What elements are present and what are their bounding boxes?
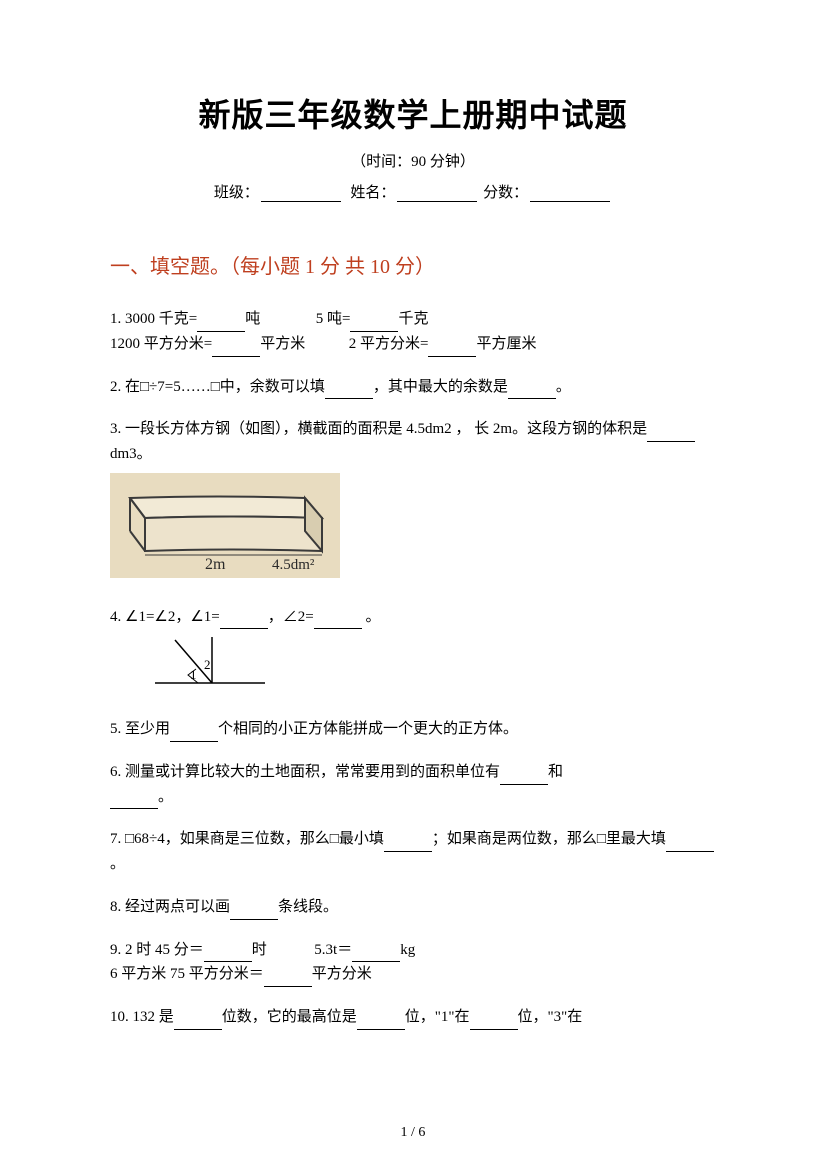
q8a: 8. 经过两点可以画 (110, 899, 230, 915)
section-1-heading: 一、填空题。（每小题 1 分 共 10 分） (110, 250, 716, 279)
q1-l1d: 千克 (398, 311, 428, 327)
q8b: 条线段。 (278, 899, 338, 915)
q6c: 。 (158, 789, 173, 805)
q1-blank3[interactable] (212, 343, 260, 357)
name-label: 姓名： (350, 185, 395, 201)
question-1: 1. 3000 千克= 吨 5 吨= 千克 1200 平方分米= 平方米 2 平方分米… (110, 307, 716, 357)
question-6: 6. 测量或计算比较大的土地面积，常常要用到的面积单位有 和。 (110, 760, 716, 810)
q10d: 位，"3"在 (518, 1009, 583, 1025)
q9-blank3[interactable] (264, 973, 312, 987)
q9-l1a: 9. 2 时 45 分＝ (110, 942, 204, 958)
q3b: dm3。 (110, 446, 152, 462)
q2b: ，其中最大的余数是 (373, 379, 508, 395)
q6-blank1[interactable] (500, 771, 548, 785)
q4b: ，∠2= (268, 609, 314, 625)
q1-l1a: 1. 3000 千克= (110, 311, 197, 327)
q9-blank2[interactable] (352, 948, 400, 962)
q10a: 10. 132 是 (110, 1009, 174, 1025)
q1-l2c: 2 平方分米= (349, 336, 429, 352)
cuboid-figure: 2m 4.5dm² (110, 473, 716, 587)
page-number: 1 / 6 (0, 1125, 826, 1141)
score-blank[interactable] (530, 188, 610, 202)
cuboid-area-label: 4.5dm² (272, 557, 315, 573)
q7a: 7. □68÷4，如果商是三位数，那么□最小填 (110, 831, 384, 847)
q10-blank2[interactable] (357, 1016, 405, 1030)
q4a: 4. ∠1=∠2，∠1= (110, 609, 220, 625)
q9-l1d: kg (400, 942, 415, 958)
cuboid-length-label: 2m (205, 556, 226, 573)
q6b: 和 (548, 764, 563, 780)
q7-blank1[interactable] (384, 838, 432, 852)
q8-blank1[interactable] (230, 906, 278, 920)
q9-l2a: 6 平方米 75 平方分米＝ (110, 966, 264, 982)
question-5: 5. 至少用 个相同的小正方体能拼成一个更大的正方体。 (110, 717, 716, 742)
q9-blank1[interactable] (204, 948, 252, 962)
q7-blank2[interactable] (666, 838, 714, 852)
q5-blank1[interactable] (170, 728, 218, 742)
question-7: 7. □68÷4，如果商是三位数，那么□最小填 ；如果商是两位数，那么□里最大填。 (110, 827, 716, 877)
question-8: 8. 经过两点可以画 条线段。 (110, 895, 716, 920)
q5b: 个相同的小正方体能拼成一个更大的正方体。 (218, 721, 518, 737)
q1-blank4[interactable] (428, 343, 476, 357)
q2-blank1[interactable] (325, 385, 373, 399)
q2a: 2. 在□÷7=5……□中，余数可以填 (110, 379, 325, 395)
q1-l2b: 平方米 (260, 336, 305, 352)
question-10: 10. 132 是 位数，它的最高位是 位，"1"在 位，"3"在 (110, 1005, 716, 1030)
q4c: 。 (362, 609, 381, 625)
class-label: 班级： (214, 185, 259, 201)
question-4: 4. ∠1=∠2，∠1= ，∠2= 。 1 2 (110, 605, 716, 700)
q1-blank1[interactable] (197, 318, 245, 332)
question-2: 2. 在□÷7=5……□中，余数可以填 ，其中最大的余数是 。 (110, 375, 716, 400)
q2-blank2[interactable] (508, 385, 556, 399)
q9-l1c: 5.3t＝ (314, 942, 352, 958)
q4-blank2[interactable] (314, 615, 362, 629)
score-label: 分数： (483, 185, 528, 201)
q1-l1b: 吨 (245, 311, 260, 327)
q3-blank1[interactable] (647, 428, 695, 442)
svg-text:2: 2 (204, 657, 211, 672)
q2c: 。 (556, 379, 571, 395)
page-title: 新版三年级数学上册期中试题 (110, 90, 716, 136)
q1-l2d: 平方厘米 (476, 336, 536, 352)
student-info-line: 班级： 姓名： 分数： (110, 181, 716, 202)
q7c: 。 (110, 856, 125, 872)
q9-l1b: 时 (252, 942, 267, 958)
time-subtitle: （时间：90 分钟） (110, 150, 716, 171)
q1-l2a: 1200 平方分米= (110, 336, 212, 352)
q1-blank2[interactable] (350, 318, 398, 332)
q9-l2b: 平方分米 (312, 966, 372, 982)
q3a: 3. 一段长方体方钢（如图），横截面的面积是 4.5dm2 ， 长 2m。这段方… (110, 421, 647, 437)
q10b: 位数，它的最高位是 (222, 1009, 357, 1025)
angle-figure: 1 2 (150, 635, 716, 699)
class-blank[interactable] (261, 188, 341, 202)
q6a: 6. 测量或计算比较大的土地面积，常常要用到的面积单位有 (110, 764, 500, 780)
name-blank[interactable] (397, 188, 477, 202)
q7b: ；如果商是两位数，那么□里最大填 (432, 831, 666, 847)
question-9: 9. 2 时 45 分＝ 时 5.3t＝ kg 6 平方米 75 平方分米＝ 平方分米 (110, 938, 716, 988)
q5a: 5. 至少用 (110, 721, 170, 737)
question-3: 3. 一段长方体方钢（如图），横截面的面积是 4.5dm2 ， 长 2m。这段方… (110, 417, 716, 586)
q10-blank3[interactable] (470, 1016, 518, 1030)
q10c: 位，"1"在 (405, 1009, 470, 1025)
q4-blank1[interactable] (220, 615, 268, 629)
q6-blank2[interactable] (110, 795, 158, 809)
q1-l1c: 5 吨= (316, 311, 351, 327)
q10-blank1[interactable] (174, 1016, 222, 1030)
